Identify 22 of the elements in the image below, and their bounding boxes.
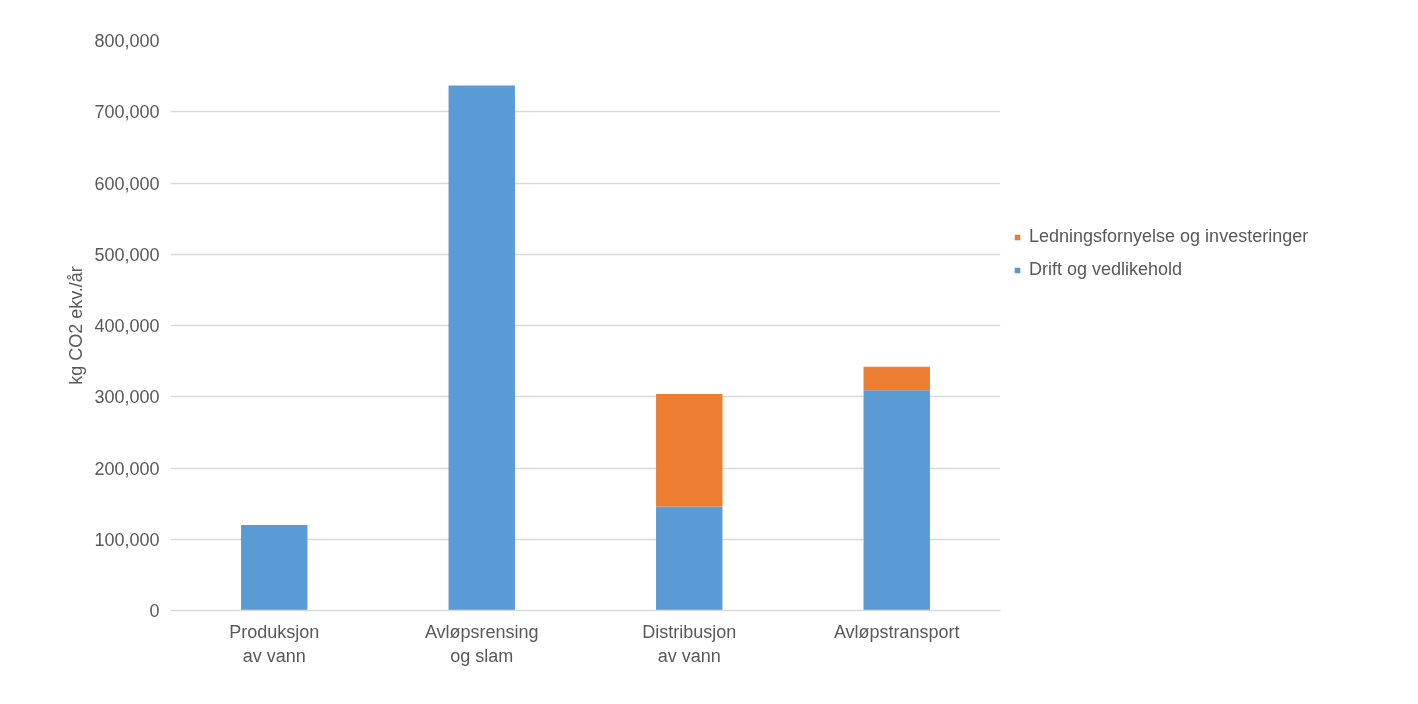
y-tick-label: 200,000 [94,458,160,479]
legend-label: Drift og vedlikehold [1029,259,1183,280]
legend-label: Ledningsfornyelse og investeringer [1029,226,1309,247]
y-tick-label: 500,000 [94,244,160,265]
y-tick-label: 800,000 [94,31,160,51]
x-tick-label: Avløpstransport [833,621,960,642]
bar [656,506,723,611]
bar [863,390,930,611]
y-tick-label: 100,000 [94,529,160,550]
bar [656,393,723,507]
y-tick-label: 700,000 [94,102,160,123]
x-tick-label: Avløpsrensing og slam [424,621,539,666]
y-tick-label: 600,000 [94,173,160,194]
x-tick-label: Distribusjon av vann [642,621,737,666]
bar [448,85,515,611]
y-tick-label: 0 [149,601,160,621]
y-tick-label: 300,000 [94,387,160,408]
bar [241,525,308,611]
y-tick-label: 400,000 [94,316,160,336]
bar [863,366,930,391]
y-axis-title: kg CO2 ekv./år [66,266,87,385]
x-tick-label: Produksjon av vann [229,621,320,666]
